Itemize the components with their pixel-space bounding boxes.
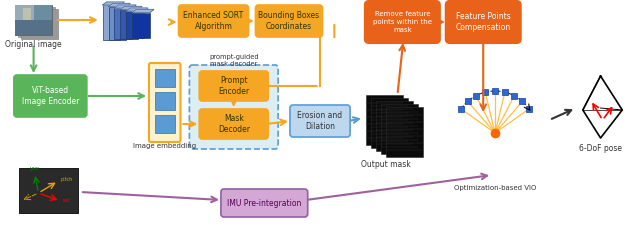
FancyBboxPatch shape: [14, 75, 87, 117]
Bar: [155, 69, 175, 87]
Text: IMU Pre-integration: IMU Pre-integration: [227, 198, 301, 208]
Text: Output mask: Output mask: [361, 160, 410, 169]
Bar: [511, 93, 517, 99]
Text: Enhanced SORT
Algorithm: Enhanced SORT Algorithm: [184, 11, 244, 31]
Bar: [465, 99, 470, 104]
Text: Mask
Decoder: Mask Decoder: [218, 114, 250, 134]
Text: yaw: yaw: [29, 166, 40, 171]
Bar: [18, 7, 55, 37]
Polygon shape: [120, 7, 142, 10]
FancyBboxPatch shape: [189, 65, 278, 149]
Polygon shape: [115, 5, 136, 8]
Bar: [381, 104, 418, 154]
Bar: [15, 20, 52, 35]
Polygon shape: [126, 8, 148, 11]
Bar: [502, 89, 508, 95]
Text: Erosion and
Dilation: Erosion and Dilation: [298, 111, 342, 131]
Text: Bounding Boxes
Coordinates: Bounding Boxes Coordinates: [259, 11, 319, 31]
Bar: [526, 106, 532, 112]
Bar: [473, 93, 479, 99]
Text: Prompt
Encoder: Prompt Encoder: [218, 76, 250, 96]
Text: prompt-guided
mask decoder: prompt-guided mask decoder: [209, 54, 259, 67]
Text: roll: roll: [62, 198, 70, 204]
Bar: [19, 168, 78, 213]
Bar: [155, 115, 175, 133]
Bar: [366, 95, 403, 145]
Text: Optimization-based VIO: Optimization-based VIO: [454, 185, 536, 191]
Bar: [520, 99, 525, 104]
Bar: [458, 106, 464, 112]
Bar: [120, 10, 138, 39]
Text: 6-DoF pose: 6-DoF pose: [579, 144, 622, 153]
Text: pitch: pitch: [60, 176, 72, 182]
Bar: [492, 88, 498, 94]
FancyBboxPatch shape: [221, 189, 308, 217]
FancyBboxPatch shape: [179, 5, 248, 37]
Text: Remove feature
points within the
mask: Remove feature points within the mask: [373, 11, 432, 33]
Bar: [109, 7, 126, 40]
Bar: [115, 8, 132, 39]
Bar: [483, 89, 488, 95]
Bar: [155, 92, 175, 110]
Bar: [15, 5, 52, 35]
Bar: [20, 9, 58, 39]
FancyBboxPatch shape: [365, 1, 440, 43]
Bar: [132, 12, 150, 37]
FancyBboxPatch shape: [199, 71, 268, 101]
FancyBboxPatch shape: [290, 105, 350, 137]
Bar: [23, 8, 31, 20]
Bar: [376, 101, 413, 151]
FancyBboxPatch shape: [445, 1, 521, 43]
Bar: [15, 5, 33, 20]
Polygon shape: [109, 4, 130, 7]
FancyBboxPatch shape: [149, 63, 180, 142]
Bar: [33, 5, 52, 20]
Bar: [386, 107, 423, 157]
Text: Image embedding: Image embedding: [133, 143, 196, 149]
Polygon shape: [132, 10, 154, 12]
Bar: [371, 98, 408, 148]
Text: Feature Points
Compensation: Feature Points Compensation: [456, 12, 511, 32]
Text: Original image: Original image: [5, 40, 62, 49]
Bar: [126, 11, 144, 38]
Text: ViT-based
Image Encoder: ViT-based Image Encoder: [22, 86, 79, 106]
Bar: [102, 5, 120, 40]
FancyBboxPatch shape: [199, 109, 268, 139]
Bar: [15, 5, 52, 35]
Polygon shape: [102, 2, 124, 5]
FancyBboxPatch shape: [255, 5, 323, 37]
